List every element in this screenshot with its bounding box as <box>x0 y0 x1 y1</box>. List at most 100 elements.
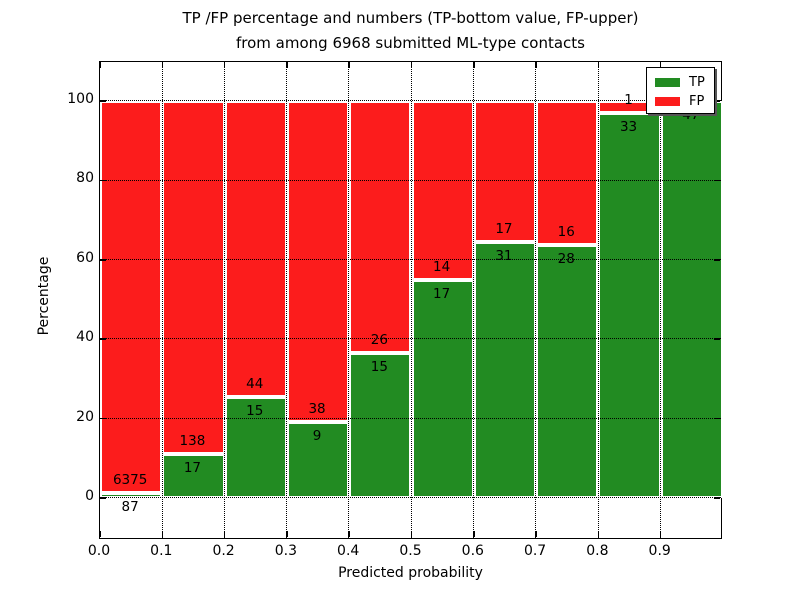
x-tick-mark <box>99 62 101 68</box>
bar-fp-segment <box>411 101 474 281</box>
x-tick-label: 0.5 <box>399 543 422 559</box>
x-tick-mark <box>99 531 101 537</box>
gridline-x <box>473 62 475 538</box>
gridline-y <box>100 417 721 419</box>
x-tick-mark <box>161 531 164 537</box>
gridline-x <box>659 62 661 538</box>
y-tick-mark <box>714 417 720 420</box>
fp-swatch-icon <box>655 96 680 106</box>
x-tick-label: 0.8 <box>586 543 609 559</box>
gridline-y <box>100 338 721 340</box>
bar-tp-segment <box>286 421 350 498</box>
x-tick-label: 0.6 <box>461 543 484 559</box>
y-tick-mark <box>100 417 106 420</box>
x-tick-label: 0.1 <box>150 543 173 559</box>
y-tick-mark <box>714 259 720 261</box>
bar-fp-segment <box>536 101 599 246</box>
gridline-y <box>100 259 721 261</box>
x-tick-mark <box>223 531 226 537</box>
bar-fp-segment <box>162 101 225 455</box>
x-tick-mark <box>348 531 350 537</box>
x-tick-mark <box>286 531 288 537</box>
x-tick-mark <box>535 531 537 537</box>
x-tick-mark <box>348 62 350 68</box>
x-tick-mark <box>410 62 413 68</box>
bar-fp-segment <box>100 101 163 493</box>
x-axis-label: Predicted probability <box>338 565 483 581</box>
bar-tp-segment <box>100 492 163 498</box>
tp-swatch-icon <box>655 77 680 87</box>
bar-tp-segment <box>536 245 599 498</box>
x-tick-label: 0.4 <box>337 543 360 559</box>
bar-tp-segment <box>224 397 287 498</box>
y-tick-label: 60 <box>76 249 94 266</box>
x-tick-label: 0.2 <box>212 543 235 559</box>
x-tick-mark <box>659 62 662 68</box>
legend-label-tp: TP <box>689 74 705 90</box>
gridline-y <box>100 497 721 499</box>
bar-fp-segment <box>224 101 287 398</box>
tp-count-label: 15 <box>370 358 388 375</box>
x-tick-label: 0.7 <box>523 543 547 559</box>
y-tick-mark <box>100 179 106 182</box>
x-tick-label: 0.0 <box>87 543 111 559</box>
x-tick-label: 0.9 <box>648 543 671 559</box>
tp-count-label: 33 <box>619 118 638 135</box>
bar-fp-segment <box>473 101 537 242</box>
y-tick-mark <box>714 179 720 182</box>
x-tick-label: 0.3 <box>274 543 298 559</box>
y-tick-mark <box>100 100 106 102</box>
y-tick-label: 0 <box>85 488 94 504</box>
tp-count-label: 15 <box>246 403 264 420</box>
chart-title: TP /FP percentage and numbers (TP-bottom… <box>99 6 722 56</box>
x-tick-mark <box>286 62 288 68</box>
fp-count-label: 26 <box>370 331 388 348</box>
y-tick-mark <box>714 497 720 499</box>
y-tick-label: 20 <box>76 408 94 425</box>
bar-tp-segment <box>411 280 474 498</box>
x-tick-mark <box>473 531 475 537</box>
bar-tp-segment <box>660 101 723 498</box>
y-tick-label: 80 <box>76 170 94 187</box>
x-tick-mark <box>535 62 537 68</box>
legend-label-fp: FP <box>689 93 705 109</box>
y-tick-mark <box>714 338 720 340</box>
gridline-x <box>286 62 288 538</box>
y-tick-label: 40 <box>76 329 94 346</box>
fp-count-label: 138 <box>179 433 206 450</box>
gridline-x <box>410 62 412 538</box>
x-tick-mark <box>659 531 662 537</box>
fp-count-label: 14 <box>433 259 451 276</box>
y-tick-mark <box>100 338 106 340</box>
tp-count-label: 9 <box>312 427 322 444</box>
x-tick-mark <box>161 62 164 68</box>
tp-count-label: 17 <box>433 286 451 303</box>
bar-tp-segment <box>598 112 661 498</box>
bar-tp-segment <box>162 454 225 498</box>
tp-count-label: 31 <box>495 247 513 264</box>
plot-area <box>99 61 723 539</box>
gridline-y <box>100 100 721 102</box>
x-tick-mark <box>597 531 600 537</box>
gridline-x <box>223 62 225 538</box>
legend-item-tp: TP <box>655 74 706 90</box>
fp-count-label: 44 <box>246 376 264 393</box>
x-tick-mark <box>597 62 600 68</box>
x-tick-mark <box>223 62 226 68</box>
fp-count-label: 1 <box>624 91 633 108</box>
y-axis-label: Percentage <box>36 256 52 336</box>
gridline-x <box>597 62 599 538</box>
fp-count-label: 38 <box>308 400 326 417</box>
y-tick-mark <box>100 497 106 499</box>
tp-count-label: 87 <box>121 498 139 515</box>
bar-fp-segment <box>286 101 350 422</box>
y-tick-mark <box>714 100 720 102</box>
bar-tp-segment <box>473 241 537 498</box>
legend-item-fp: FP <box>655 93 706 109</box>
tp-count-label: 28 <box>557 251 575 268</box>
gridline-x <box>535 62 537 538</box>
y-tick-mark <box>100 259 106 261</box>
gridline-y <box>100 179 721 181</box>
fp-count-label: 17 <box>495 220 513 237</box>
